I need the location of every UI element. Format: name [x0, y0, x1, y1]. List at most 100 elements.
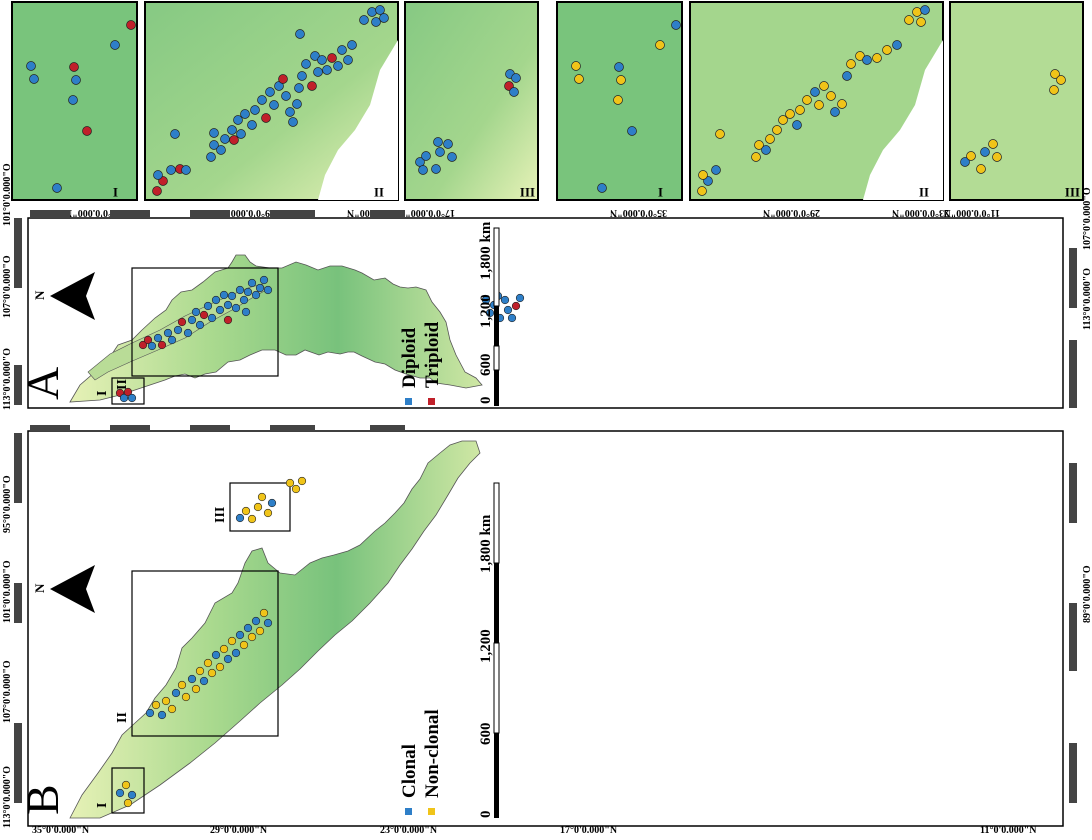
- scale-tick-0: 0: [478, 811, 494, 819]
- sample-point: [500, 295, 510, 305]
- sample-point: [503, 305, 513, 315]
- sample-point: [127, 790, 137, 800]
- sample-point: [243, 623, 253, 633]
- inset-iii-points: [415, 69, 521, 175]
- north-arrow: N: [32, 565, 95, 613]
- lon-label: 101°0'0.000"O: [2, 163, 13, 226]
- region-label-i: I: [95, 803, 110, 808]
- sample-point: [207, 313, 217, 323]
- sample-point: [143, 335, 153, 345]
- sample-point: [288, 117, 298, 127]
- sample-point: [235, 285, 245, 295]
- sample-point: [126, 20, 136, 30]
- scale-bar: 0 600 1,200 1,800 km: [478, 221, 500, 406]
- sample-point: [511, 301, 521, 311]
- lon-label: 107°0'0.000"O: [1082, 187, 1092, 250]
- lon-label: 89°0'0.000"O: [1082, 565, 1092, 623]
- sample-point: [507, 313, 517, 323]
- sample-point: [231, 648, 241, 658]
- sample-point: [313, 67, 323, 77]
- sample-point: [511, 73, 521, 83]
- panel-divider: [0, 412, 1092, 423]
- sample-point: [211, 650, 221, 660]
- sample-point: [123, 798, 133, 808]
- sample-point: [68, 95, 78, 105]
- sample-point: [255, 283, 265, 293]
- lon-labels: 113°0'0.000"O 107°0'0.000"O 101°0'0.000"…: [2, 163, 1092, 410]
- sample-point: [223, 315, 233, 325]
- region-label-i: I: [95, 391, 110, 396]
- sample-point: [110, 40, 120, 50]
- sample-point: [235, 630, 245, 640]
- inset-label-ii: II: [374, 185, 384, 200]
- sample-point: [223, 654, 233, 664]
- sample-point: [235, 513, 245, 523]
- lat-label: 17°0'0.000"N: [560, 825, 618, 835]
- legend-swatch-triploid: [428, 398, 435, 405]
- sample-point: [233, 115, 243, 125]
- sample-point: [317, 55, 327, 65]
- scale-bar: 0 600 1,200 1,800 km: [478, 482, 500, 819]
- land-mass: [69, 440, 481, 819]
- main-points: [115, 476, 307, 808]
- sample-point: [170, 129, 180, 139]
- scale-tick-1800: 1,800 km: [478, 514, 494, 573]
- main-map: I II: [2, 163, 1092, 410]
- sample-point: [220, 134, 230, 144]
- sample-point: [327, 53, 337, 63]
- sample-point: [307, 81, 317, 91]
- sample-point: [447, 152, 457, 162]
- sample-point: [247, 278, 257, 288]
- sample-point: [485, 308, 495, 318]
- inset-label-iii: III: [520, 185, 535, 200]
- legend: Diploid Triploid: [399, 321, 443, 405]
- inset-label-i: I: [113, 185, 118, 200]
- inset-lat-label: 35°0'0.000"N: [64, 207, 122, 218]
- sample-point: [241, 506, 251, 516]
- sample-point: [187, 674, 197, 684]
- sample-point: [191, 307, 201, 317]
- sample-point: [121, 780, 131, 790]
- frame-ticks: [14, 210, 1077, 408]
- sample-point: [375, 5, 385, 15]
- sample-point: [257, 492, 267, 502]
- sample-point: [203, 301, 213, 311]
- legend-swatch-non-clonal: [428, 808, 435, 815]
- panel-letter: A: [17, 367, 68, 400]
- sample-point: [191, 684, 201, 694]
- sample-point: [203, 658, 213, 668]
- lon-label: 113°0'0.000"O: [2, 766, 13, 828]
- sample-point: [119, 393, 129, 403]
- land-mass: [69, 254, 483, 403]
- sample-point: [115, 788, 125, 798]
- inset-iii: [404, 1, 539, 201]
- sample-point: [177, 680, 187, 690]
- sample-point: [215, 662, 225, 672]
- sample-point: [257, 95, 267, 105]
- sample-point: [435, 147, 445, 157]
- sample-point: [163, 328, 173, 338]
- sample-point: [71, 75, 81, 85]
- inset-ii-coast: [318, 40, 398, 200]
- sample-point: [183, 328, 193, 338]
- main-points: [115, 275, 525, 403]
- region-box-ii: [131, 267, 279, 377]
- sample-point: [199, 310, 209, 320]
- region-label-iii: III: [213, 507, 228, 523]
- sample-point: [167, 704, 177, 714]
- region-label-ii: II: [115, 712, 130, 723]
- legend-label-non-clonal: Non-clonal: [422, 709, 443, 798]
- panel-letter: B: [17, 784, 68, 815]
- sample-point: [359, 15, 369, 25]
- sample-point: [219, 644, 229, 654]
- sample-point: [181, 165, 191, 175]
- sample-point: [379, 13, 389, 23]
- sample-point: [247, 632, 257, 642]
- sample-point: [297, 71, 307, 81]
- sample-point: [153, 333, 163, 343]
- sample-point: [209, 128, 219, 138]
- sample-point: [239, 640, 249, 650]
- sample-point: [152, 186, 162, 196]
- sample-point: [173, 325, 183, 335]
- sample-point: [269, 100, 279, 110]
